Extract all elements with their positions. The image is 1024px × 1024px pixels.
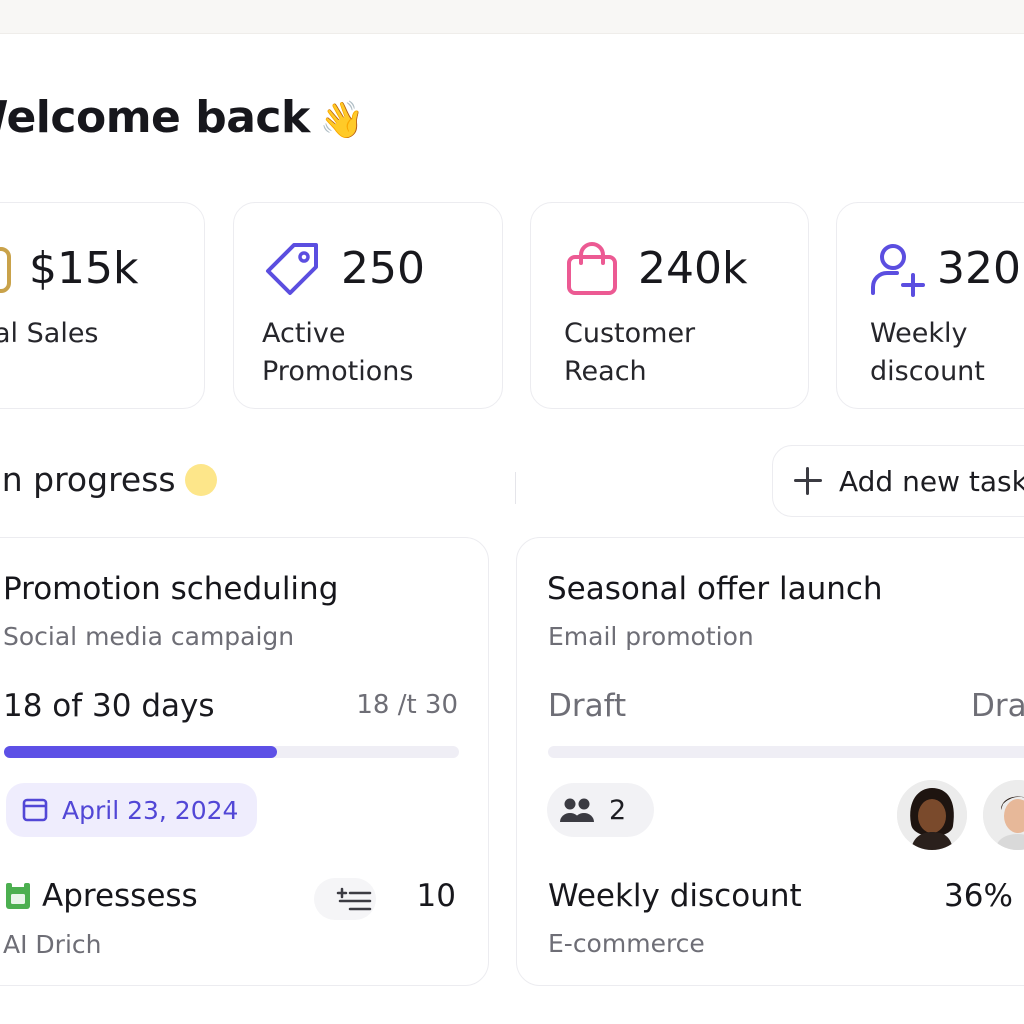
user-plus-icon — [871, 244, 925, 297]
due-date-badge[interactable]: April 23, 2024 — [6, 783, 257, 837]
task-card-seasonal-offer-launch[interactable]: Seasonal offer launch Email promotion Dr… — [516, 537, 1024, 986]
avatar-person-icon — [897, 780, 967, 850]
task-card-promotion-scheduling[interactable]: Promotion scheduling Social media campai… — [0, 537, 489, 986]
status-text-secondary: Draft — [971, 688, 1024, 724]
status-dot-icon — [185, 464, 217, 496]
page-title: Welcome back👋 — [0, 92, 365, 143]
task-title: Promotion scheduling — [3, 571, 339, 607]
discount-percent: 36% — [944, 878, 1013, 914]
stat-value: 240k — [638, 243, 748, 294]
stat-card-active-promotions[interactable]: 250 Active Promotions — [233, 202, 503, 409]
task-title: Seasonal offer launch — [547, 571, 883, 607]
progress-text: 18 of 30 days — [3, 688, 215, 724]
top-bar — [0, 0, 1024, 34]
stat-card-weekly-discount[interactable]: 320 Weekly discount — [836, 202, 1024, 409]
people-icon — [560, 798, 594, 822]
stat-label: Active Promotions — [262, 318, 414, 387]
plus-icon — [793, 466, 823, 496]
due-date-text: April 23, 2024 — [62, 795, 239, 825]
shopping-bag-icon — [567, 242, 617, 295]
assignee-name: Apressess — [42, 878, 198, 914]
progress-bar — [4, 746, 459, 758]
stat-value: $15k — [29, 243, 139, 294]
divider — [515, 472, 516, 504]
status-text: Draft — [548, 688, 627, 724]
members-chip[interactable]: 2 — [547, 783, 654, 837]
stat-card-customer-reach[interactable]: 240k Customer Reach — [530, 202, 809, 409]
progress-bar-fill — [4, 746, 277, 758]
task-footer-subtitle: E-commerce — [548, 929, 705, 958]
stat-label: Customer Reach — [564, 318, 696, 387]
section-title: In progress — [0, 460, 176, 499]
progress-ratio: 18 /t 30 — [356, 690, 458, 720]
calendar-icon — [22, 798, 48, 822]
assignee-role: AI Drich — [3, 930, 102, 959]
tag-icon — [266, 243, 318, 295]
subtasks-chip[interactable] — [314, 878, 376, 920]
subtasks-icon — [336, 887, 372, 911]
avatar-person-icon — [983, 780, 1024, 850]
task-footer-title: Weekly discount — [548, 878, 802, 914]
avatar[interactable] — [897, 780, 967, 850]
task-subtitle: Social media campaign — [3, 622, 295, 651]
stat-label: Total Sales — [0, 318, 99, 349]
subtask-count: 10 — [416, 878, 456, 914]
calendar-app-icon — [6, 883, 30, 909]
progress-bar — [548, 746, 1024, 758]
avatar[interactable] — [983, 780, 1024, 850]
stat-value: 320 — [937, 243, 1021, 294]
add-new-task-button[interactable]: Add new task — [772, 445, 1024, 517]
stat-value: 250 — [341, 243, 425, 294]
members-count: 2 — [609, 794, 627, 826]
add-new-task-label: Add new task — [839, 464, 1024, 498]
welcome-text: Welcome back — [0, 92, 310, 143]
task-subtitle: Email promotion — [548, 622, 754, 651]
dollar-icon — [0, 247, 11, 293]
waving-hand-icon: 👋 — [319, 100, 365, 141]
stat-label: Weekly discount — [870, 318, 985, 387]
stat-card-total-sales[interactable]: $15k Total Sales — [0, 202, 205, 409]
